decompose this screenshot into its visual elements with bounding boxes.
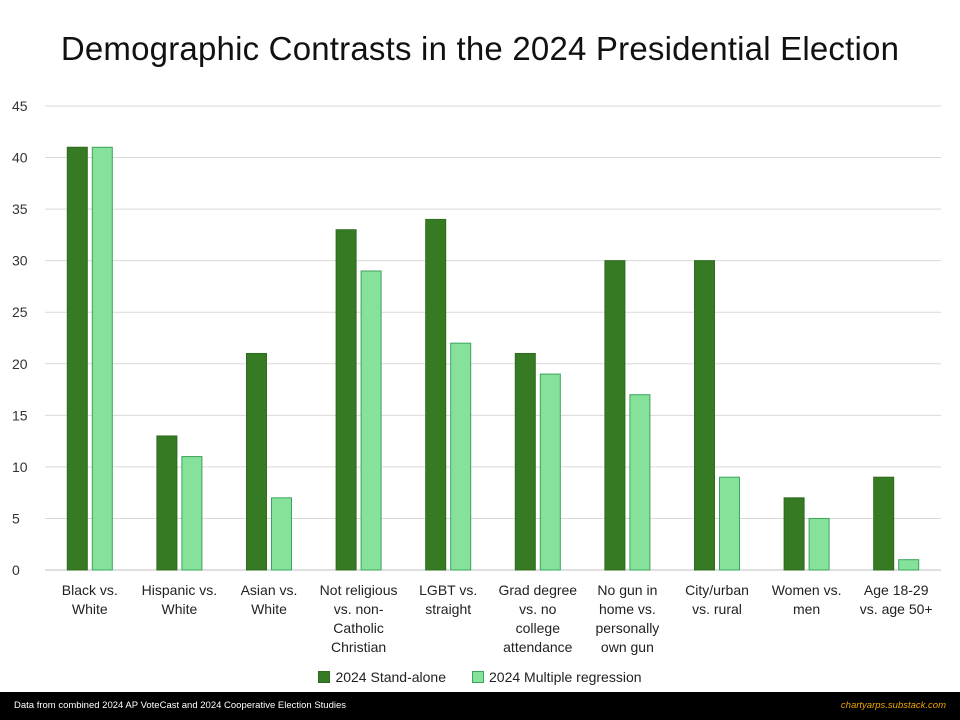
bar-regression: [898, 559, 920, 571]
x-tick-label: Not religious: [320, 582, 398, 598]
bar-regression: [808, 517, 830, 571]
y-tick-label: 25: [12, 304, 28, 320]
x-tick-label: vs. non-: [334, 601, 384, 617]
x-tick-label: straight: [425, 601, 471, 617]
footer-source: Data from combined 2024 AP VoteCast and …: [14, 700, 347, 711]
bar-standalone: [425, 218, 447, 571]
bar-regression: [719, 476, 740, 571]
y-tick-label: 35: [12, 201, 28, 217]
footer-credit: chartyarps.substack.com: [840, 700, 946, 711]
x-tick-label: No gun in: [597, 582, 657, 598]
bar-standalone: [604, 260, 626, 571]
x-tick-label: men: [793, 601, 820, 617]
legend-label-standalone: 2024 Stand-alone: [335, 669, 446, 685]
bar-standalone: [873, 476, 895, 571]
x-tick-label: White: [251, 601, 287, 617]
y-tick-label: 45: [12, 98, 28, 114]
x-tick-label: LGBT vs.: [419, 582, 477, 598]
x-tick-label: Asian vs.: [241, 582, 298, 598]
footer-bar: Data from combined 2024 AP VoteCast and …: [0, 692, 960, 720]
x-tick-label: personally: [595, 620, 659, 636]
legend: 2024 Stand-alone 2024 Multiple regressio…: [0, 669, 960, 685]
bar-regression: [271, 497, 292, 571]
x-tick-label: Christian: [331, 639, 386, 655]
bar-regression: [181, 456, 203, 571]
y-tick-label: 40: [12, 150, 28, 166]
x-tick-label: own gun: [601, 639, 654, 655]
x-tick-label: Catholic: [333, 620, 384, 636]
y-tick-label: 20: [12, 356, 28, 372]
bar-standalone: [783, 497, 805, 571]
x-tick-label: home vs.: [599, 601, 656, 617]
x-tick-label: attendance: [503, 639, 572, 655]
legend-item-standalone: 2024 Stand-alone: [318, 669, 446, 685]
bar-regression: [360, 270, 382, 571]
y-tick-label: 30: [12, 253, 28, 269]
bar-chart: 0 5 10 15 20 25 30 35 40 45 Black vs. White Hispanic…: [12, 98, 941, 655]
y-tick-label: 0: [12, 562, 20, 578]
bar-regression: [450, 342, 472, 571]
y-tick-label: 15: [12, 407, 28, 423]
legend-item-regression: 2024 Multiple regression: [472, 669, 642, 685]
x-tick-label: vs. age 50+: [860, 601, 933, 617]
x-tick-label: Grad degree: [498, 582, 577, 598]
x-tick-label: Black vs.: [62, 582, 118, 598]
x-tick-label: City/urban: [685, 582, 749, 598]
x-tick-label: college: [516, 620, 561, 636]
bar-standalone: [66, 146, 88, 571]
y-tick-label: 10: [12, 459, 28, 475]
y-tick-label: 5: [12, 510, 20, 526]
bar-regression: [91, 146, 113, 571]
legend-swatch-regression: [472, 671, 484, 683]
x-tick-label: vs. rural: [692, 601, 742, 617]
x-tick-label: Age 18-29: [864, 582, 929, 598]
bar-regression: [539, 373, 561, 571]
bar-standalone: [694, 260, 715, 571]
x-tick-label: Women vs.: [772, 582, 842, 598]
x-tick-label: Hispanic vs.: [142, 582, 217, 598]
legend-swatch-standalone: [318, 671, 331, 683]
x-tick-label: White: [72, 601, 108, 617]
x-tick-label: White: [162, 601, 198, 617]
chart-title: Demographic Contrasts in the 2024 Presid…: [60, 30, 900, 67]
bar-regression: [629, 394, 651, 571]
legend-label-regression: 2024 Multiple regression: [489, 669, 642, 685]
x-tick-label: vs. no: [519, 601, 557, 617]
bar-standalone: [246, 352, 267, 571]
bar-standalone: [335, 229, 357, 571]
bar-standalone: [514, 352, 536, 571]
bar-standalone: [156, 435, 178, 571]
